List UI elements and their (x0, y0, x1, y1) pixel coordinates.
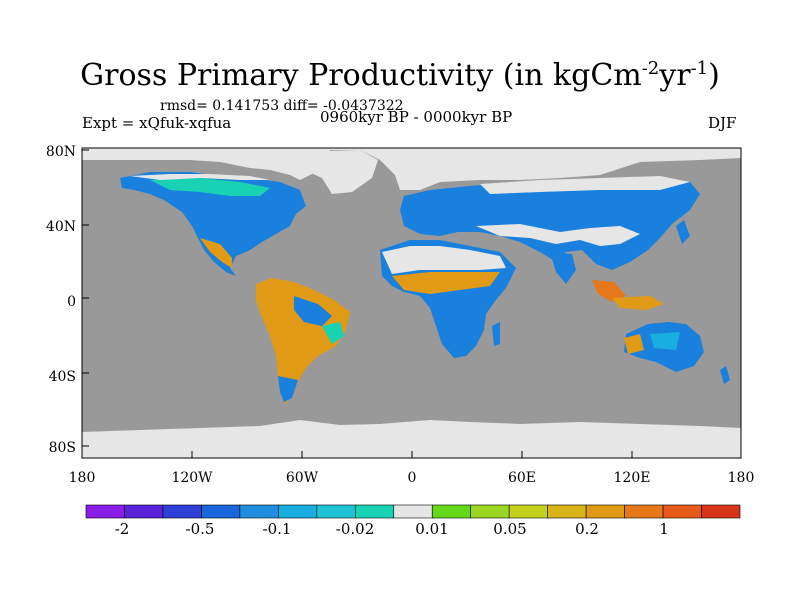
colorbar-swatch (239, 504, 279, 519)
colorbar-swatch (85, 504, 125, 519)
colorbar-label: -0.02 (335, 520, 375, 538)
colorbar-label: -0.5 (185, 520, 215, 538)
colorbar-swatch (508, 504, 548, 519)
australia-west-positive (624, 334, 644, 354)
lon-label-120w: 120W (171, 470, 213, 486)
colorbar-label: 0.05 (493, 520, 527, 538)
arctic-ice (82, 148, 741, 190)
south-america (256, 278, 350, 404)
north-america-boreal (150, 178, 270, 196)
y-axis-ticks (82, 149, 89, 447)
indonesia (612, 296, 664, 310)
colorbar-swatch (124, 504, 164, 519)
colorbar-swatch (354, 504, 395, 519)
sahara (382, 246, 506, 274)
lon-label-0: 0 (407, 470, 417, 486)
india (550, 252, 576, 284)
antarctica (82, 420, 741, 458)
x-axis-ticks (81, 451, 742, 458)
lat-label-0: 0 (67, 294, 76, 310)
colorbar-label: 0.01 (415, 520, 449, 538)
new-zealand (720, 366, 730, 384)
patagonia (278, 376, 298, 402)
colorbar-label: -0.1 (262, 520, 292, 538)
colorbar-swatch (547, 504, 587, 519)
lon-label-180e: 180 (727, 470, 755, 486)
period-label: 0960kyr BP - 0000kyr BP (320, 108, 513, 126)
lat-label-40s: 40S (48, 369, 76, 385)
british-isles (402, 200, 412, 214)
colorbar-swatch (662, 504, 702, 519)
colorbar-label: -2 (114, 520, 130, 538)
australia-interior-cyan (650, 332, 680, 350)
colorbar-swatch (316, 504, 356, 519)
south-america-east-cyan (322, 322, 344, 344)
colorbar-swatch (393, 504, 433, 519)
colorbar (85, 504, 741, 519)
colorbar-swatch (470, 504, 510, 519)
lat-label-80n: 80N (45, 144, 76, 160)
sahel-positive (392, 272, 500, 294)
lon-label-120e: 120E (613, 470, 651, 486)
lon-label-180w: 180 (68, 470, 96, 486)
colorbar-swatch (624, 504, 664, 519)
colorbar-swatch (162, 504, 202, 519)
season-label: DJF (708, 114, 737, 132)
colorbar-swatch (431, 504, 472, 519)
madagascar (492, 322, 500, 346)
lon-label-60e: 60E (507, 470, 537, 486)
colorbar-swatch (201, 504, 241, 519)
lon-label-60w: 60W (285, 470, 319, 486)
central-asia-desert (476, 224, 640, 246)
north-america (120, 172, 306, 276)
mexico-positive (200, 238, 232, 268)
lat-label-80s: 80S (48, 440, 76, 456)
eurasia (400, 178, 700, 270)
experiment-label: Expt = xQfuk-xqfua (82, 114, 232, 132)
siberia-boreal (480, 176, 690, 194)
colorbar-swatch (278, 504, 318, 519)
southeast-asia-positive (592, 280, 626, 302)
south-america-amazon-blue (294, 296, 332, 326)
greenland (292, 150, 378, 194)
north-america-arctic (130, 174, 270, 180)
map-title: Gross Primary Productivity (in kgCm-2yr-… (80, 58, 720, 93)
colorbar-swatch (585, 504, 625, 519)
japan (676, 220, 690, 244)
colorbar-label: 0.2 (575, 520, 599, 538)
colorbar-swatch (701, 504, 741, 519)
stats-text: rmsd= 0.141753 diff= -0.0437322 (160, 98, 404, 114)
lat-label-40n: 40N (45, 219, 76, 235)
colorbar-label: 1 (659, 520, 669, 538)
